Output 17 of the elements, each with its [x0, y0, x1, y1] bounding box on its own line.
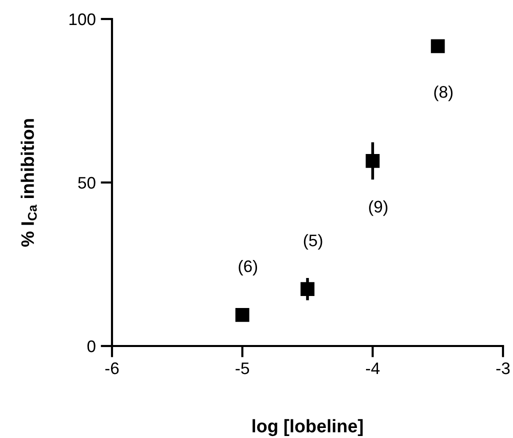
annotation: (5) — [304, 234, 322, 250]
point — [430, 39, 445, 54]
x-tick-label: -5 — [236, 362, 250, 374]
y-axis-title: % I$_{Ca}$ inhibition — [20, 119, 37, 247]
annotation: (6) — [238, 260, 258, 276]
point — [366, 154, 380, 168]
x-tick-label: -4 — [366, 362, 380, 374]
point — [300, 282, 314, 296]
y-tick-label: 100 — [69, 13, 96, 26]
annotation: (9) — [369, 200, 388, 216]
x-tick-label: -3 — [496, 362, 510, 374]
y-tick-label: 0 — [87, 340, 96, 352]
y-tick-label: 50 — [78, 176, 96, 189]
point — [235, 308, 250, 322]
annotation: (8) — [434, 86, 453, 102]
x-axis-title: log [lobeline] — [252, 419, 363, 436]
x-tick-label: -6 — [105, 362, 119, 374]
